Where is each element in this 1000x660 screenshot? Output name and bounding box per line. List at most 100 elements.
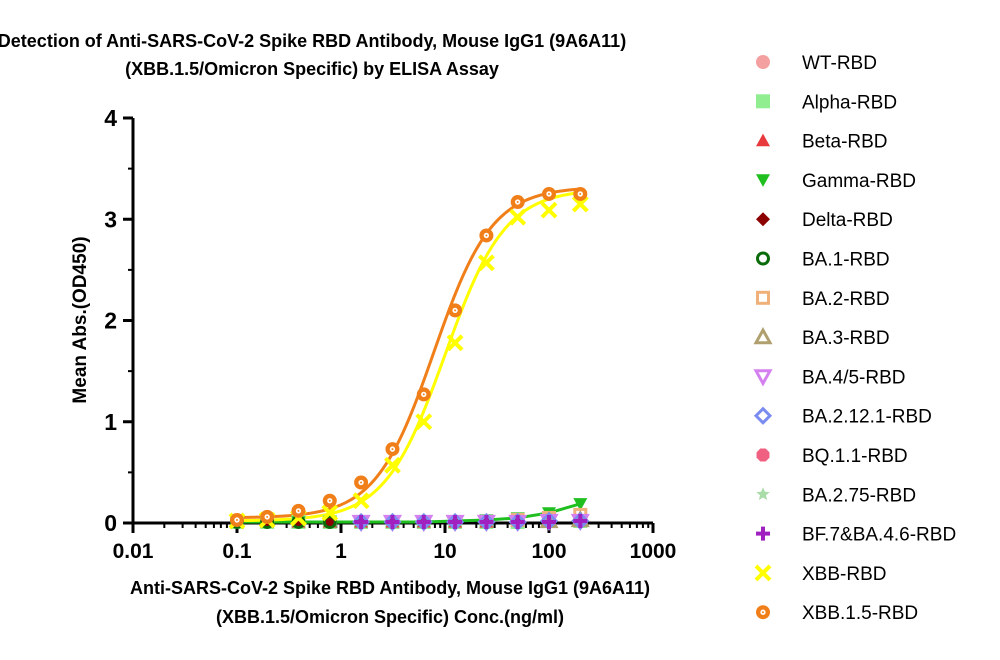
legend-label: XBB.1.5-RBD	[802, 603, 918, 624]
fit-curve	[236, 187, 581, 520]
data-point	[477, 254, 495, 272]
legend-marker	[756, 448, 770, 462]
legend-item: XBB-RBD	[754, 564, 886, 585]
legend-marker	[753, 327, 773, 345]
fit-curve	[236, 191, 581, 523]
legend-label: BF.7&BA.4.6-RBD	[802, 525, 956, 546]
data-point	[540, 201, 558, 219]
data-point	[448, 514, 463, 529]
legend-label: WT-RBD	[802, 53, 877, 74]
y-tick-label: 1	[104, 409, 117, 435]
data-point	[385, 442, 400, 457]
data-point	[322, 514, 337, 529]
legend-marker	[753, 369, 773, 387]
legend-label: Gamma-RBD	[802, 171, 916, 192]
legend-item: BA.2.12.1-RBD	[753, 406, 932, 428]
legend-item: BA.2-RBD	[756, 289, 890, 310]
legend-label: BA.4/5-RBD	[802, 367, 905, 388]
legend-marker	[756, 133, 770, 147]
x-axis-label: Anti-SARS-CoV-2 Spike RBD Antibody, Mous…	[130, 578, 650, 627]
legend-item: XBB.1.5-RBD	[756, 603, 918, 624]
data-point	[416, 514, 431, 529]
legend-item: WT-RBD	[756, 53, 877, 74]
data-point	[291, 503, 306, 518]
data-point	[509, 208, 527, 226]
legend-item: Alpha-RBD	[756, 92, 897, 113]
x-tick-label: 1	[335, 540, 347, 563]
legend-marker	[756, 55, 770, 69]
data-point	[230, 512, 244, 527]
data-point	[479, 228, 494, 243]
legend-label: BA.2.75-RBD	[802, 485, 916, 506]
legend-marker	[756, 605, 770, 620]
legend-label: Alpha-RBD	[802, 92, 897, 113]
legend-marker	[756, 526, 770, 541]
legend-item: BA.1-RBD	[756, 250, 890, 271]
data-point	[321, 504, 339, 522]
data-point	[510, 514, 525, 529]
data-point	[354, 475, 369, 490]
legend-marker	[753, 406, 773, 425]
legend-item: Gamma-RBD	[756, 171, 916, 192]
data-point	[542, 186, 556, 201]
legend-item: BA.3-RBD	[753, 327, 890, 349]
data-point	[385, 514, 400, 529]
fit-curves	[236, 187, 581, 524]
legend-label: Beta-RBD	[802, 132, 888, 153]
legend-item: Beta-RBD	[756, 132, 888, 153]
data-point	[384, 456, 401, 474]
chart-title-line-1: Detection of Anti-SARS-CoV-2 Spike RBD A…	[0, 31, 626, 51]
data-point	[260, 509, 275, 524]
x-axis-label-line-2: (XBB.1.5/Omicron Specific) Conc.(ng/ml)	[216, 607, 564, 627]
x-tick-label: 10	[433, 540, 456, 563]
y-tick-label: 2	[104, 308, 117, 334]
data-points	[228, 186, 590, 533]
x-tick-label: 0.1	[222, 540, 252, 563]
data-point	[573, 186, 588, 201]
data-point	[446, 334, 464, 352]
data-point	[415, 413, 433, 431]
y-tick-label: 4	[104, 105, 117, 131]
data-point	[352, 492, 370, 510]
data-point	[322, 493, 337, 508]
legend-marker	[756, 251, 770, 266]
x-axis-label-line-1: Anti-SARS-CoV-2 Spike RBD Antibody, Mous…	[130, 578, 650, 598]
legend-label: BA.2.12.1-RBD	[802, 407, 932, 428]
x-tick-label: 0.01	[113, 540, 154, 563]
legend-item: BA.4/5-RBD	[753, 367, 905, 388]
legend-item: BQ.1.1-RBD	[756, 446, 908, 467]
chart-title-line-2: (XBB.1.5/Omicron Specific) by ELISA Assa…	[125, 59, 499, 79]
legend-marker	[756, 174, 770, 187]
data-point	[479, 514, 494, 529]
data-point	[573, 498, 588, 511]
legend-marker	[756, 487, 770, 500]
legend-label: BA.2-RBD	[802, 289, 890, 310]
data-point	[573, 513, 588, 528]
x-tick-label: 100	[531, 540, 566, 563]
chart-title: Detection of Anti-SARS-CoV-2 Spike RBD A…	[0, 31, 626, 79]
legend-marker	[756, 290, 770, 305]
legend-label: BA.1-RBD	[802, 250, 890, 271]
legend-label: Delta-RBD	[802, 210, 893, 231]
legend-marker	[756, 94, 770, 109]
legend-item: BF.7&BA.4.6-RBD	[756, 525, 956, 546]
legend-item: Delta-RBD	[756, 210, 893, 231]
data-point	[448, 303, 463, 318]
legend-label: BA.3-RBD	[802, 328, 890, 349]
data-point	[510, 195, 525, 210]
axes: 0.01 0.1 1 10 100 1000 0 1 2 3 4	[104, 105, 676, 563]
y-tick-label: 3	[104, 206, 117, 232]
x-tick-label: 1000	[630, 540, 677, 563]
data-point	[354, 514, 369, 529]
legend-marker	[754, 564, 772, 582]
legend-label: BQ.1.1-RBD	[802, 446, 908, 467]
y-tick-label: 0	[104, 510, 117, 536]
legend-label: XBB-RBD	[802, 564, 886, 585]
y-axis-label: Mean Abs.(OD450)	[70, 236, 91, 403]
data-point	[571, 195, 589, 213]
data-point	[542, 514, 556, 529]
data-point	[416, 387, 431, 402]
legend-marker	[756, 212, 770, 227]
